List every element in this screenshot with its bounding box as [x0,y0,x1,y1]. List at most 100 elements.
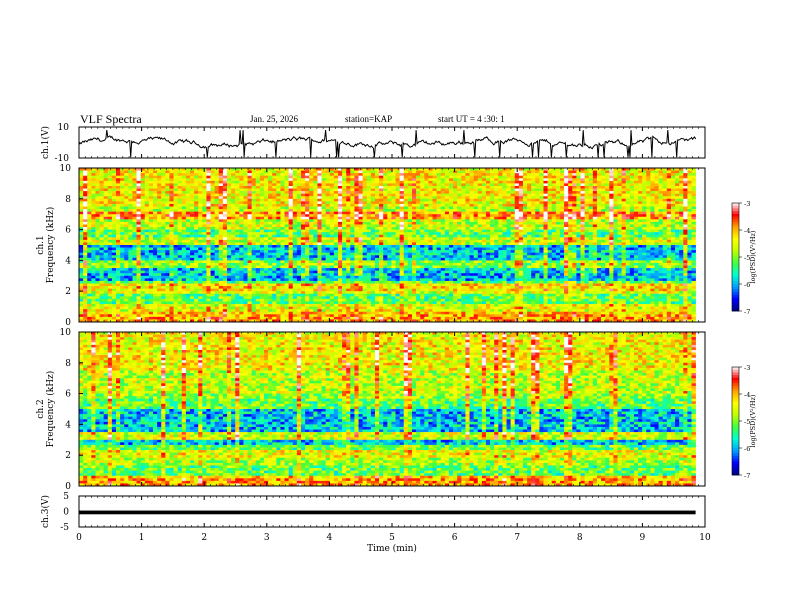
spectrogram-ch1-cell [214,175,220,179]
spectrogram-ch1-cell [551,201,557,205]
spectrogram-ch1-cell [87,206,92,210]
spectrogram-ch1-cell [506,188,511,192]
spectrogram-ch1-cell [465,219,470,223]
spectrogram-ch1-cell [576,185,581,189]
spectrogram-ch1-cell [309,173,314,176]
spectrogram-ch1-cell [395,188,400,192]
spectrogram-ch1-cell [313,237,318,241]
spectrogram-ch1-cell [428,239,433,243]
spectrogram-ch1-cell [354,191,359,194]
spectrogram-ch1-cell [568,185,573,189]
spectrogram-ch1-cell [638,193,643,197]
spectrogram-ch1-cell [272,193,277,197]
spectrogram-ch1-cell [272,214,277,218]
spectrogram-ch1-cell [662,224,668,228]
spectrogram-ch1-cell [103,239,109,243]
spectrogram-ch1-cell [588,232,594,236]
spectrogram-ch1-cell [350,175,355,179]
spectrogram-ch1-cell [584,219,590,223]
spectrogram-ch1-cell [379,178,384,182]
spectrogram-ch1-cell [83,180,88,184]
spectrogram-ch1-cell [576,198,581,202]
spectrogram-ch1-cell [522,178,528,182]
spectrogram-ch1-cell [111,203,117,207]
spectrogram-ch1-cell [202,198,207,202]
spectrogram-ch1-cell [391,206,396,210]
spectrogram-ch1-cell [374,247,380,251]
spectrogram-ch1-cell [416,229,421,233]
start-time-label: start UT = 4 :30: 1 [438,114,505,124]
spectrogram-ch1-cell [654,232,659,236]
spectrogram-ch1-cell [592,183,598,187]
spectrogram-ch1-cell [296,206,302,210]
spectrogram-ch1-cell [403,185,409,189]
spectrogram-ch1-cell [214,234,220,238]
spectrogram-ch1-cell [296,173,302,176]
spectrogram-ch1-cell [559,232,565,236]
spectrogram-ch1-cell [522,191,528,194]
spectrogram-ch1-cell [399,219,405,223]
spectrogram-ch1-cell [136,206,141,210]
spectrogram-ch1-cell [543,237,548,241]
spectrogram-ch1-cell [124,229,129,233]
spectrogram-ch1-cell [337,219,343,223]
spectrogram-ch1-cell [621,239,627,243]
spectrogram-ch1-cell [185,229,191,233]
spectrogram-ch1-cell [625,216,631,220]
spectrogram-ch1-cell [502,206,507,210]
spectrogram-ch1-cell [601,234,606,238]
spectrogram-ch1-cell [247,178,252,182]
spectrogram-ch1-cell [547,193,553,197]
spectrogram-ch1-cell [638,214,643,218]
spectrogram-ch1-cell [194,237,199,241]
spectrogram-ch1-cell [165,224,170,228]
spectrogram-ch1-cell [255,219,261,223]
spectrogram-ch1-cell [333,185,339,189]
spectrogram-ch1-cell [251,245,257,248]
spectrogram-ch1-cell [490,201,495,205]
spectrogram-ch1-cell [510,211,516,215]
spectrogram-ch1-cell [502,185,507,189]
spectrogram-ch1-cell [675,196,680,200]
spectrogram-ch1-cell [613,180,618,184]
spectrogram-ch1-cell [481,203,487,207]
spectrogram-ch1-cell [448,224,454,228]
spectrogram-ch1-cell [633,219,639,223]
spectrogram-ch1-cell [481,196,487,200]
spectrogram-ch1-cell [629,242,635,246]
spectrogram-ch1-cell [321,214,326,218]
spectrogram-ch1-cell [288,209,294,212]
spectrogram-ch1-cell [148,206,154,210]
spectrogram-ch1-cell [407,245,413,248]
spectrogram-ch1-cell [263,193,269,197]
spectrogram-ch1-cell [432,211,437,215]
spectrogram-ch1-cell [432,206,437,210]
spectrogram-ch1-cell [350,245,355,248]
spectrogram-ch1-cell [613,201,618,205]
spectrogram-ch1-cell [564,188,569,192]
spectrogram-ch1-cell [613,234,618,238]
spectrogram-ch1-cell [547,170,553,174]
spectrogram-ch1-cell [370,196,376,200]
spectrogram-ch1-cell [691,198,696,202]
spectrogram-ch1-cell [564,168,569,171]
spectrogram-ch1-cell [551,242,557,246]
spectrogram-ch1-cell [555,180,561,184]
spectrogram-ch1-cell [572,201,577,205]
spectrogram-ch1-cell [481,242,487,246]
spectrogram-ch1-cell [132,245,137,248]
spectrogram-ch1-cell [317,219,322,223]
spectrogram-ch1-cell [214,206,220,210]
spectrogram-ch1-cell [498,175,503,179]
spectrogram-ch1-cell [391,170,396,174]
spectrogram-ch1-cell [305,203,310,207]
spectrogram-ch1-cell [407,193,413,197]
spectrogram-ch1-cell [596,224,602,228]
spectrogram-ch1-cell [477,173,483,176]
spectrogram-ch1-cell [124,239,129,243]
spectrogram-ch1-cell [424,211,429,215]
spectrogram-ch1-cell [399,227,405,230]
spectrogram-ch1-cell [633,216,639,220]
spectrogram-ch1-cell [189,173,195,176]
spectrogram-ch1-cell [95,193,100,197]
